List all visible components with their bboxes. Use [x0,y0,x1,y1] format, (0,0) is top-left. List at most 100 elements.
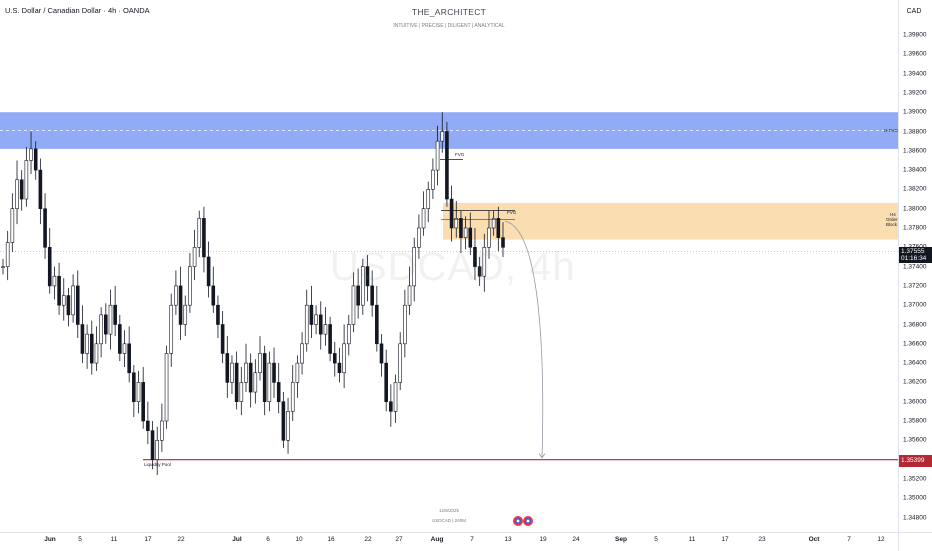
candle-body [276,382,281,402]
order-block-label-3: Block [886,222,898,227]
candle-body [272,362,276,383]
price-chart[interactable] [0,0,898,532]
price-tick: 1.39800 [903,31,927,39]
candle-body [393,382,398,412]
price-tick: 1.39000 [903,108,927,116]
candle-body [398,343,402,383]
order-block-zone [443,202,898,240]
price-tick: 1.39200 [903,89,927,97]
candle-body [71,285,75,316]
candle-body [47,247,52,287]
candle-body [174,285,178,306]
price-tick: 1.36000 [903,398,927,406]
candle-body [459,218,463,238]
time-label: 12 [877,536,885,543]
price-tick: 1.38600 [903,147,927,155]
axis-corner[interactable] [898,532,932,551]
candle-body [108,304,113,335]
candle-body [426,189,431,209]
order-block-label-2: Order [886,217,898,222]
candle-body [75,285,80,325]
candle-body [29,148,33,161]
candle-body [183,304,188,325]
candle-body [1,266,5,268]
time-label: Oct [808,536,820,543]
price-tick: 1.35800 [903,417,927,425]
chart-canvas[interactable] [0,0,898,532]
candle-body [468,227,473,248]
candle-body [169,304,174,354]
time-label: 13 [504,536,512,543]
candle-body [361,266,365,306]
price-tick: 1.35200 [903,475,927,483]
price-tick: 1.38200 [903,185,927,193]
projection-arrowhead [538,453,546,459]
us-flag-icon[interactable] [513,516,523,526]
candle-body [258,353,262,374]
candle-body [281,401,286,441]
time-label: 11 [688,536,696,543]
candle-body [445,131,449,200]
time-label: 24 [572,536,580,543]
candle-body [370,285,374,306]
candle-body [501,237,505,248]
candle-body [136,382,141,402]
candle-body [85,333,89,354]
fvg-label-top: FVG [455,152,465,157]
price-tick: 1.38800 [903,128,927,135]
candle-body [403,304,407,345]
candle-body [262,353,267,403]
candle-body [89,333,94,364]
current-price-badge: 1.37555 01:16:34 [899,247,932,263]
symbol-title[interactable]: U.S. Dollar / Canadian Dollar · 4h · OAN… [5,6,150,15]
candle-body [104,314,108,335]
candle-body [164,353,169,422]
candle-body [146,420,150,431]
currency-button[interactable]: CAD [906,8,922,15]
time-label: 7 [470,536,474,543]
candle-body [314,314,318,325]
candle-body [365,266,370,287]
candle-body [384,362,388,403]
candle-body [337,362,342,374]
candle-body [230,362,234,383]
candle-body [375,304,379,345]
price-tick: 1.38400 [903,166,927,174]
liquidity-pool-label: Liquidity Pool [144,462,171,467]
candle-body [155,439,160,460]
candle-body [267,362,272,403]
price-tick: 1.37000 [903,301,927,309]
candle-body [435,140,440,171]
time-label: Sep [615,536,627,543]
candle-body [94,343,99,364]
time-axis[interactable] [0,532,898,551]
time-label: 10 [295,536,303,543]
time-label: Jun [44,536,56,543]
candle-body [57,275,61,306]
time-label: 19 [539,536,547,543]
candle-body [197,218,202,248]
candle-body [24,160,29,200]
symbol-watermark: USDCAD, 4h [330,245,576,289]
candle-body [10,208,15,243]
candle-body [202,218,206,258]
candle-body [239,382,244,402]
candle-body [295,362,300,383]
time-label: 5 [654,536,658,543]
author-title: THE_ARCHITECT [411,7,487,17]
supply-zone [0,112,898,149]
candle-body [141,382,145,422]
ca-flag-icon[interactable] [523,516,533,526]
candle-body [43,208,47,248]
candle-body [286,411,290,441]
candle-body [253,372,258,393]
price-axis[interactable]: 1.39800 1.39600 1.39400 1.39200 1.39000 1.388… [898,0,932,532]
candle-body [178,285,183,325]
candle-body [132,372,136,403]
candle-body [346,324,351,345]
candle-body [300,343,304,364]
footer-date: 12/8/2025 [438,508,460,513]
candle-body [407,285,412,306]
candle-body [449,198,454,229]
candle-body [482,247,487,277]
